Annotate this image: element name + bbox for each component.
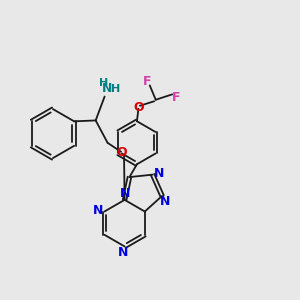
Text: O: O [116,146,127,159]
Text: H: H [111,84,120,94]
Text: N: N [120,187,130,200]
Text: F: F [172,91,180,104]
Text: N: N [160,195,170,208]
Text: H: H [99,78,108,88]
Text: F: F [142,75,151,88]
Text: N: N [102,82,112,95]
Text: N: N [153,167,164,180]
Text: O: O [133,101,144,114]
Text: N: N [93,203,104,217]
Text: N: N [118,246,128,259]
